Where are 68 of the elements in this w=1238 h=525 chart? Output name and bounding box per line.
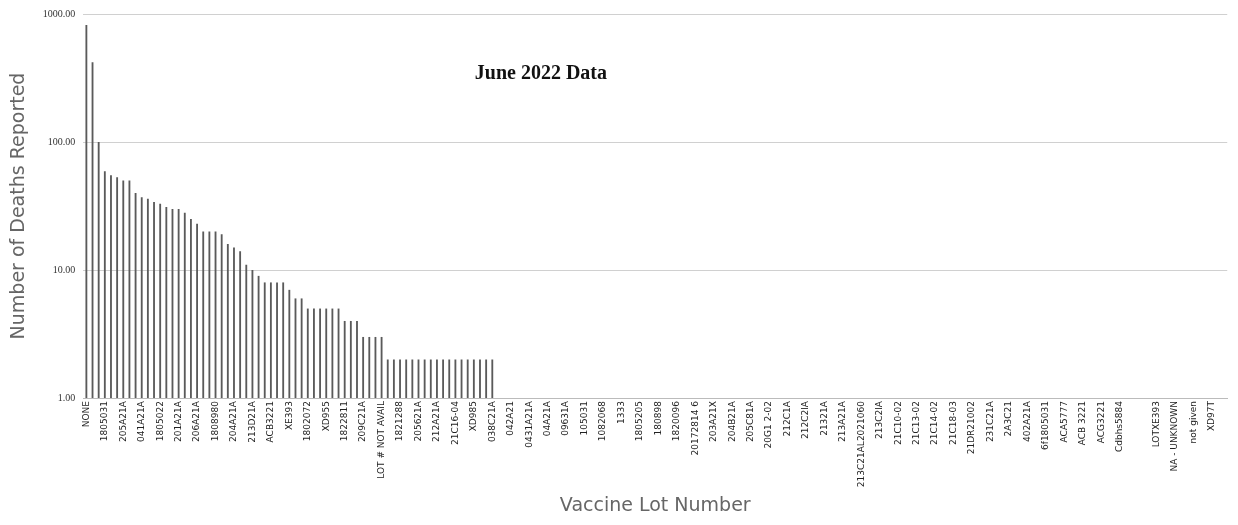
x-tick-label: 1805022 bbox=[154, 401, 165, 442]
y-tick-label: 1.00 bbox=[57, 391, 76, 403]
x-tick-label: 204B21A bbox=[726, 400, 737, 442]
x-tick-label: ACB3221 bbox=[265, 401, 276, 443]
x-tick-label: 04A21A bbox=[541, 400, 552, 437]
x-tick-label: 21C10-02 bbox=[892, 401, 903, 445]
x-axis-title: Vaccine Lot Number bbox=[559, 492, 751, 515]
x-tick-label: 038C21A bbox=[486, 400, 497, 443]
x-tick-label: 212C1A bbox=[781, 400, 792, 437]
x-tick-label: 1082068 bbox=[597, 400, 608, 442]
x-tick-label: 6f1805031 bbox=[1040, 401, 1051, 451]
x-tick-label: 213D21A bbox=[246, 400, 257, 443]
x-tick-label: NONE bbox=[80, 400, 91, 428]
x-tick-label: Cdbhs5884 bbox=[1113, 400, 1124, 453]
x-tick-label: 105031 bbox=[578, 401, 589, 436]
x-tick-label: XD955 bbox=[320, 401, 331, 432]
x-tick-label: 09631A bbox=[560, 400, 571, 436]
x-tick-label: 213A21A bbox=[837, 400, 848, 442]
x-tick-label: 1805205 bbox=[634, 401, 645, 442]
text: June 2022 Data bbox=[474, 61, 607, 84]
x-tick-label: 201A21A bbox=[172, 400, 183, 442]
x-tick-label: ACB 3221 bbox=[1077, 401, 1088, 446]
x-tick-label: 20G1 2-02 bbox=[763, 401, 774, 449]
x-tick-label: 231C21A bbox=[984, 400, 995, 443]
x-tick-label: 21C18-03 bbox=[947, 401, 958, 445]
y-tick-label: 10.00 bbox=[52, 263, 76, 275]
x-tick-label: 042A21 bbox=[505, 401, 516, 436]
x-tick-label: 1805031 bbox=[99, 401, 110, 442]
x-tick-label: 1333 bbox=[615, 401, 626, 424]
x-tick-label: 21C14-02 bbox=[929, 401, 940, 445]
x-tick-label: ACA5777 bbox=[1058, 401, 1069, 443]
x-tick-label: 21C16-04 bbox=[449, 400, 460, 445]
x-tick-label: XD97T bbox=[1206, 400, 1217, 432]
x-tick-label: 209C21A bbox=[357, 400, 368, 443]
x-tick-label: 041A21A bbox=[136, 400, 147, 442]
x-tick-label: 206A21A bbox=[191, 400, 202, 442]
x-tick-label: 402A21A bbox=[1021, 400, 1032, 442]
x-tick-label: LOTXE393 bbox=[1150, 401, 1161, 448]
x-tick-label: NA - UNKNOWN bbox=[1169, 401, 1180, 472]
x-tick-label: 212C2IA bbox=[800, 400, 811, 440]
x-tick-label: 213C21AL2021060 bbox=[855, 400, 866, 488]
x-tick-label: 1808980 bbox=[209, 400, 220, 442]
x-tick-label: 2A3C21 bbox=[1003, 401, 1014, 437]
x-tick-label: 20172814 6 bbox=[689, 400, 700, 456]
x-tick-label: 204A21A bbox=[228, 400, 239, 442]
y-axis-title: Number of Deaths Reported bbox=[6, 72, 29, 340]
x-tick-label: 205A21A bbox=[117, 400, 128, 442]
x-tick-label: ACG3221 bbox=[1095, 401, 1106, 444]
x-tick-label: XD985 bbox=[468, 401, 479, 432]
x-tick-label: 213C2IA bbox=[874, 400, 885, 440]
x-tick-label: not given bbox=[1187, 401, 1198, 444]
x-tick-label: 0431A21A bbox=[523, 400, 534, 448]
x-tick-label: 21321A bbox=[818, 400, 829, 436]
x-tick-label: 1802072 bbox=[302, 401, 313, 442]
x-tick-label: 21DR21002 bbox=[966, 401, 977, 455]
x-tick-label: 180898 bbox=[652, 400, 663, 436]
x-tick-label: 1820096 bbox=[671, 400, 682, 442]
y-tick-label: 1000.00 bbox=[42, 7, 76, 19]
x-tick-label: 203A21X bbox=[708, 401, 719, 442]
y-tick-label: 100.00 bbox=[47, 135, 76, 147]
x-tick-label: 1821288 bbox=[394, 400, 405, 442]
x-tick-label: 205621A bbox=[412, 400, 423, 442]
x-tick-label: 205C81A bbox=[744, 400, 755, 443]
x-tick-label: 21C13-02 bbox=[911, 401, 922, 445]
x-tick-label: 212A21A bbox=[431, 400, 442, 442]
x-tick-label: LOT # NOT AVAIL bbox=[375, 401, 386, 479]
x-tick-label: XE393 bbox=[283, 401, 294, 431]
x-tick-label: 1822811 bbox=[339, 401, 350, 442]
